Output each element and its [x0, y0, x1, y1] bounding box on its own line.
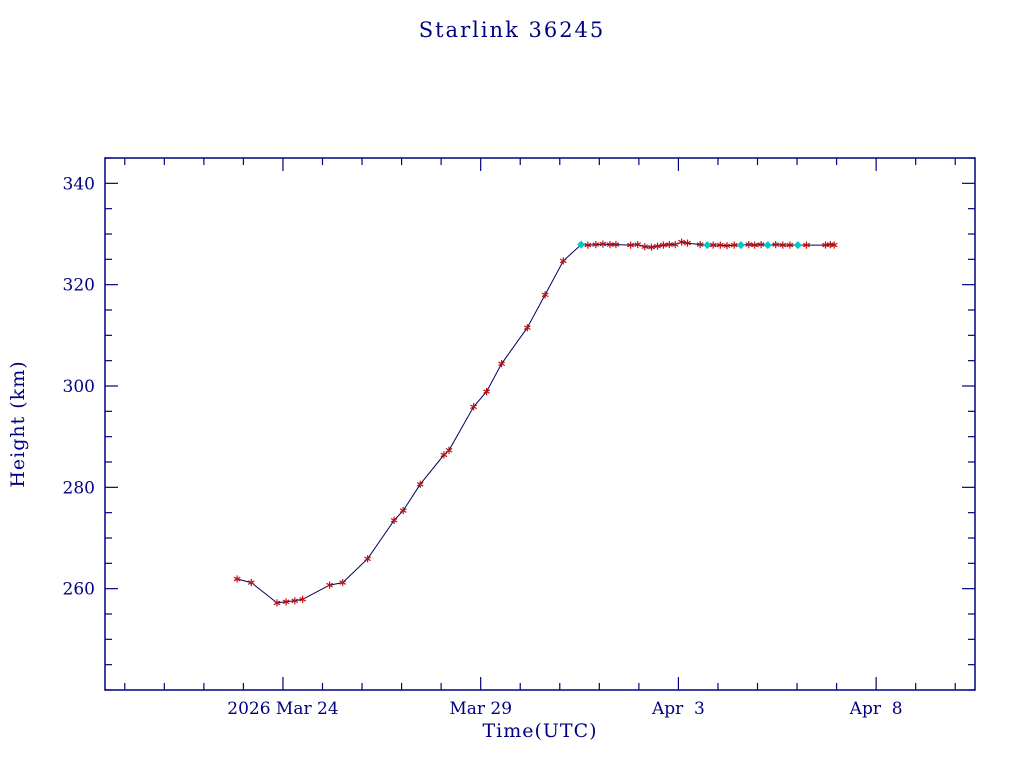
- cyan-diamond-marker: [763, 241, 772, 250]
- x-tick-label: Apr 3: [651, 699, 705, 719]
- red-asterisk-marker: [723, 242, 731, 250]
- red-asterisk-marker: [339, 579, 347, 587]
- red-asterisk-marker: [291, 597, 299, 605]
- red-asterisk-marker: [326, 581, 334, 589]
- red-asterisk-marker: [523, 324, 531, 332]
- red-asterisk-marker: [803, 241, 810, 249]
- chart-title: Starlink 36245: [418, 18, 606, 42]
- red-asterisk-marker: [247, 579, 255, 587]
- red-asterisk-marker: [364, 555, 372, 563]
- red-asterisk-marker: [606, 241, 614, 249]
- red-asterisk-marker: [654, 242, 661, 250]
- red-asterisk-marker: [470, 403, 477, 411]
- x-axis-label: Time(UTC): [482, 720, 598, 742]
- red-asterisk-marker: [483, 388, 491, 396]
- red-asterisk-marker: [440, 451, 448, 459]
- cyan-diamond-marker: [703, 241, 712, 250]
- red-asterisk-marker: [709, 241, 717, 249]
- red-asterisk-marker: [665, 241, 673, 249]
- y-tick-label: 260: [63, 580, 95, 600]
- red-asterisk-marker: [592, 241, 600, 249]
- red-asterisk-marker: [390, 516, 398, 524]
- red-asterisk-marker: [751, 241, 759, 249]
- tick-labels: 2026 Mar 24 Mar 29 Apr 3 Apr 8 260 280 300 320 3…: [63, 174, 903, 719]
- red-asterisk-marker: [696, 241, 704, 249]
- red-asterisk-marker: [627, 241, 634, 249]
- red-asterisk-marker: [779, 241, 787, 249]
- y-tick-label: 280: [63, 478, 95, 498]
- red-asterisk-marker: [745, 241, 753, 249]
- red-asterisk-marker: [641, 243, 649, 251]
- axis-ticks: [105, 157, 975, 691]
- red-asterisk-marker: [659, 241, 667, 249]
- y-tick-label: 300: [63, 377, 95, 397]
- x-tick-label: Apr 8: [849, 699, 903, 719]
- y-tick-label: 340: [63, 174, 95, 194]
- red-asterisk-marker: [541, 291, 549, 299]
- cyan-diamond-marker: [736, 241, 745, 250]
- red-asterisk-marker: [730, 241, 738, 249]
- x-tick-label: 2026 Mar 24: [227, 699, 338, 719]
- cyan-diamond-marker: [577, 240, 586, 249]
- red-asterisk-marker: [684, 239, 691, 247]
- data-point-markers: [233, 238, 838, 607]
- red-asterisk-marker: [445, 446, 453, 454]
- red-asterisk-marker: [786, 241, 794, 249]
- red-asterisk-marker: [648, 243, 655, 251]
- red-asterisk-marker: [716, 241, 724, 249]
- red-asterisk-marker: [498, 360, 506, 368]
- red-asterisk-marker: [830, 241, 838, 249]
- red-asterisk-marker: [233, 575, 241, 583]
- height-line: [236, 241, 835, 604]
- red-asterisk-marker: [599, 240, 607, 248]
- red-asterisk-marker: [772, 241, 780, 249]
- red-asterisk-marker: [678, 238, 686, 246]
- red-asterisk-marker: [399, 507, 407, 515]
- plot-frame: [104, 157, 976, 691]
- red-asterisk-marker: [612, 241, 620, 249]
- red-asterisk-marker: [757, 241, 765, 249]
- red-asterisk-marker: [559, 257, 567, 265]
- x-tick-label: Mar 29: [449, 699, 512, 719]
- y-tick-label: 320: [63, 276, 95, 296]
- red-asterisk-marker: [416, 480, 424, 488]
- cyan-diamond-marker: [793, 241, 802, 250]
- red-asterisk-marker: [584, 241, 592, 249]
- red-asterisk-marker: [634, 241, 642, 249]
- height-series-line: [236, 241, 835, 604]
- red-asterisk-marker: [671, 241, 679, 249]
- red-asterisk-marker: [273, 599, 281, 607]
- red-asterisk-marker: [282, 598, 290, 606]
- red-asterisk-marker: [299, 595, 307, 603]
